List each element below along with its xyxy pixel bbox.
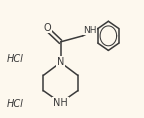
Text: HCl: HCl bbox=[6, 54, 23, 64]
Text: NH: NH bbox=[83, 26, 97, 35]
Text: HCl: HCl bbox=[6, 99, 23, 109]
Text: N: N bbox=[57, 57, 64, 67]
Text: NH: NH bbox=[53, 98, 68, 108]
Text: O: O bbox=[43, 23, 51, 33]
